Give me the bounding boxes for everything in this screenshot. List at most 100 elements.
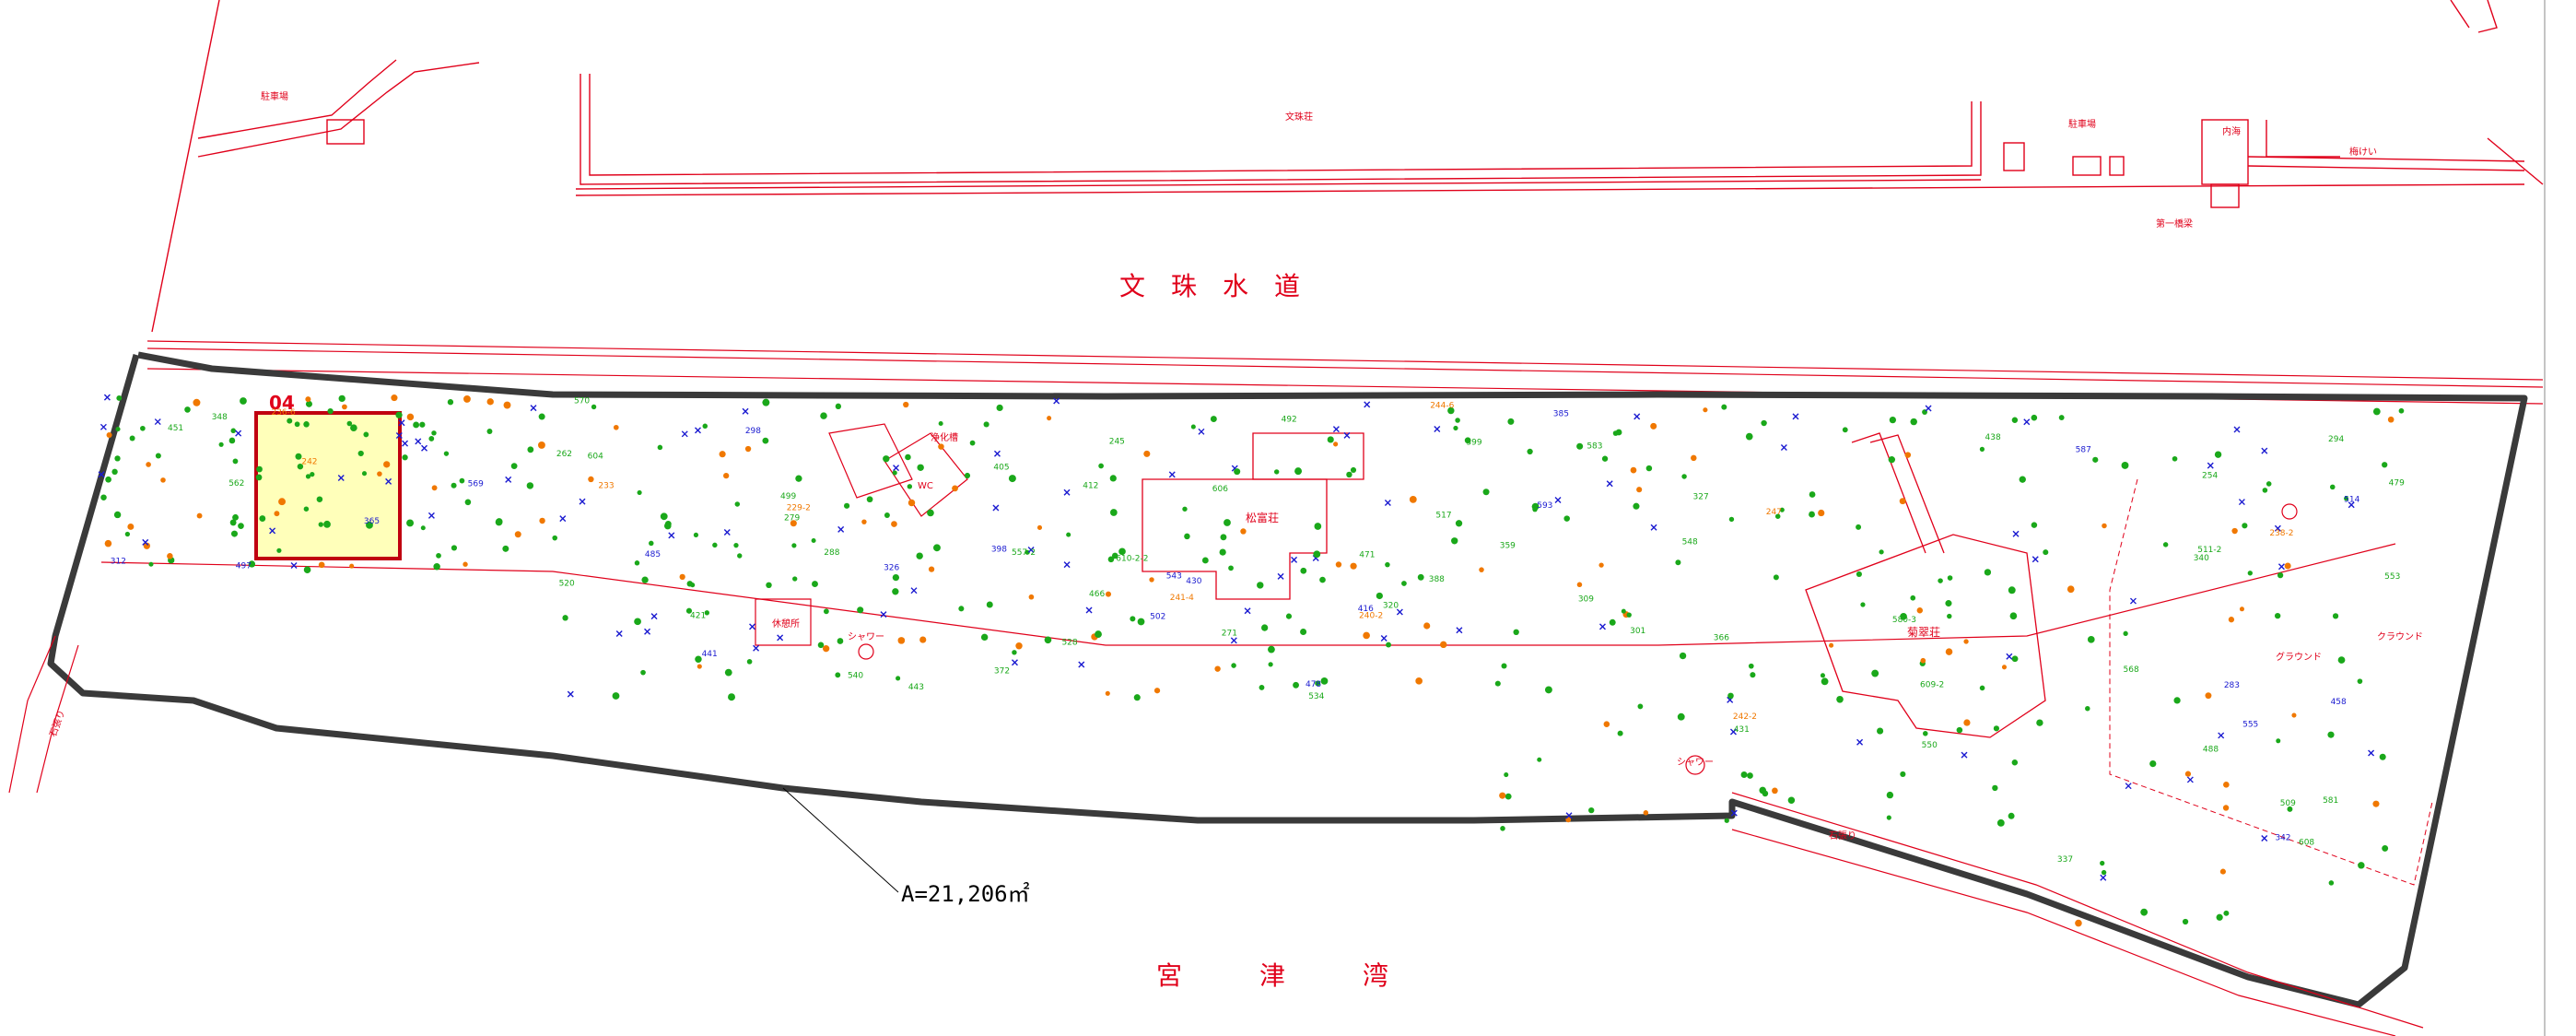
tree-mark <box>1220 534 1227 541</box>
tree-tag-blue: 365 <box>364 517 380 526</box>
tree-tag-blue: 441 <box>702 650 718 659</box>
tree-mark <box>892 588 899 595</box>
tree-mark <box>1842 427 1848 433</box>
tree-mark <box>2329 484 2336 490</box>
tree-mark <box>1727 692 1734 700</box>
tree-mark <box>1320 677 1329 685</box>
tree-mark-blue <box>1434 426 1441 433</box>
tree-mark-blue <box>1380 635 1388 642</box>
tree-mark <box>451 545 458 551</box>
tree-mark <box>413 421 420 429</box>
tree-mark <box>303 566 311 574</box>
tree-mark-blue <box>893 465 900 472</box>
tree-mark <box>2172 455 2178 462</box>
tree-mark <box>823 645 830 653</box>
tree-mark-blue <box>681 430 688 438</box>
tree-mark <box>463 561 468 567</box>
tree-mark <box>1047 416 1052 421</box>
tree-tags: 606 610-2-2 609-2 608 604 580-3 583 581 570 568 56… <box>111 397 2405 865</box>
tree-mark <box>634 560 640 566</box>
tree-mark <box>1603 721 1610 727</box>
tree-mark <box>1773 574 1779 581</box>
tree-mark-blue <box>1633 413 1641 420</box>
tree-mark <box>728 693 735 701</box>
tree-mark-blue <box>2207 462 2214 469</box>
tree-mark <box>562 615 568 621</box>
tree-mark-blue <box>100 423 107 430</box>
tree-mark-blue <box>723 529 731 536</box>
tree-mark <box>431 485 438 491</box>
tree-mark <box>1294 467 1303 476</box>
tree-mark <box>240 397 247 405</box>
tree-mark <box>1153 688 1161 694</box>
tree-mark <box>1333 441 1339 447</box>
tree-mark <box>1201 557 1209 564</box>
tree-mark <box>1923 731 1928 736</box>
tree-tag-green: 517 <box>1435 511 1451 520</box>
tree-mark <box>1417 573 1424 581</box>
tree-mark <box>391 394 398 402</box>
tree-mark <box>184 406 191 413</box>
tree-mark <box>1916 606 1924 614</box>
tree-mark <box>917 464 924 471</box>
tree-mark <box>1856 524 1862 530</box>
tree-mark-blue <box>742 407 749 415</box>
tree-mark <box>1871 669 1879 677</box>
tree-mark-blue <box>1856 738 1864 746</box>
tree-tag-green: 431 <box>1734 725 1750 735</box>
tree-mark <box>539 517 545 524</box>
tree-mark <box>1505 793 1512 800</box>
tree-mark-blue <box>337 474 345 481</box>
tree-tag-green: 294 <box>2328 435 2344 444</box>
tree-mark <box>2239 606 2244 612</box>
tree-mark <box>1691 454 1697 462</box>
tree-mark-blue <box>402 440 409 447</box>
tree-mark <box>1900 771 1906 778</box>
tree-tag-green: 568 <box>2124 665 2139 675</box>
tree-mark <box>1415 677 1423 685</box>
plot-04[interactable] <box>254 411 402 560</box>
tree-mark <box>1681 474 1687 479</box>
bridge-label: 第一橋梁 <box>2156 218 2193 230</box>
ground-label-2: クラウンド <box>2377 631 2423 642</box>
tree-mark <box>640 669 646 676</box>
tree-mark <box>1190 424 1196 430</box>
tree-mark <box>537 441 545 449</box>
tree-mark <box>724 668 732 677</box>
tree-tag-green: 509 <box>2280 799 2296 808</box>
tree-mark <box>2247 571 2253 576</box>
tree-tag-blue: 514 <box>2344 495 2359 504</box>
tree-tag-orange: 242-2 <box>1733 712 1757 722</box>
tree-mark <box>1947 575 1953 581</box>
tree-mark <box>1856 571 1862 578</box>
tree-mark <box>1598 562 1604 568</box>
tree-mark <box>2219 868 2226 875</box>
tree-mark <box>111 468 118 476</box>
tree-mark <box>1938 578 1943 583</box>
tree-mark <box>1772 787 1778 795</box>
tree-mark <box>2372 407 2381 416</box>
tree-mark <box>791 543 797 548</box>
tree-mark <box>1133 694 1141 701</box>
tree-mark <box>1451 537 1458 545</box>
tree-mark <box>193 398 201 406</box>
tree-mark-blue <box>1085 606 1093 614</box>
tree-mark <box>1109 509 1118 516</box>
tree-mark <box>526 482 534 489</box>
tree-mark <box>1293 681 1299 689</box>
tree-mark <box>1184 533 1190 540</box>
tree-tag-green: 528 <box>1061 638 1077 647</box>
tree-mark-blue <box>1792 413 1799 420</box>
tree-mark <box>792 576 798 582</box>
tree-mark-blue <box>2006 653 2013 660</box>
tree-mark <box>1537 757 1542 762</box>
tree-mark-blue <box>837 525 845 533</box>
tree-tag-blue: 497 <box>236 561 252 571</box>
tree-mark <box>106 431 112 439</box>
tree-mark <box>310 471 315 477</box>
tree-tag-green: 609-2 <box>1920 681 1944 690</box>
tree-mark <box>766 582 772 589</box>
tree-mark <box>1453 425 1458 431</box>
tree-mark <box>1273 469 1280 475</box>
tree-mark <box>294 421 300 428</box>
